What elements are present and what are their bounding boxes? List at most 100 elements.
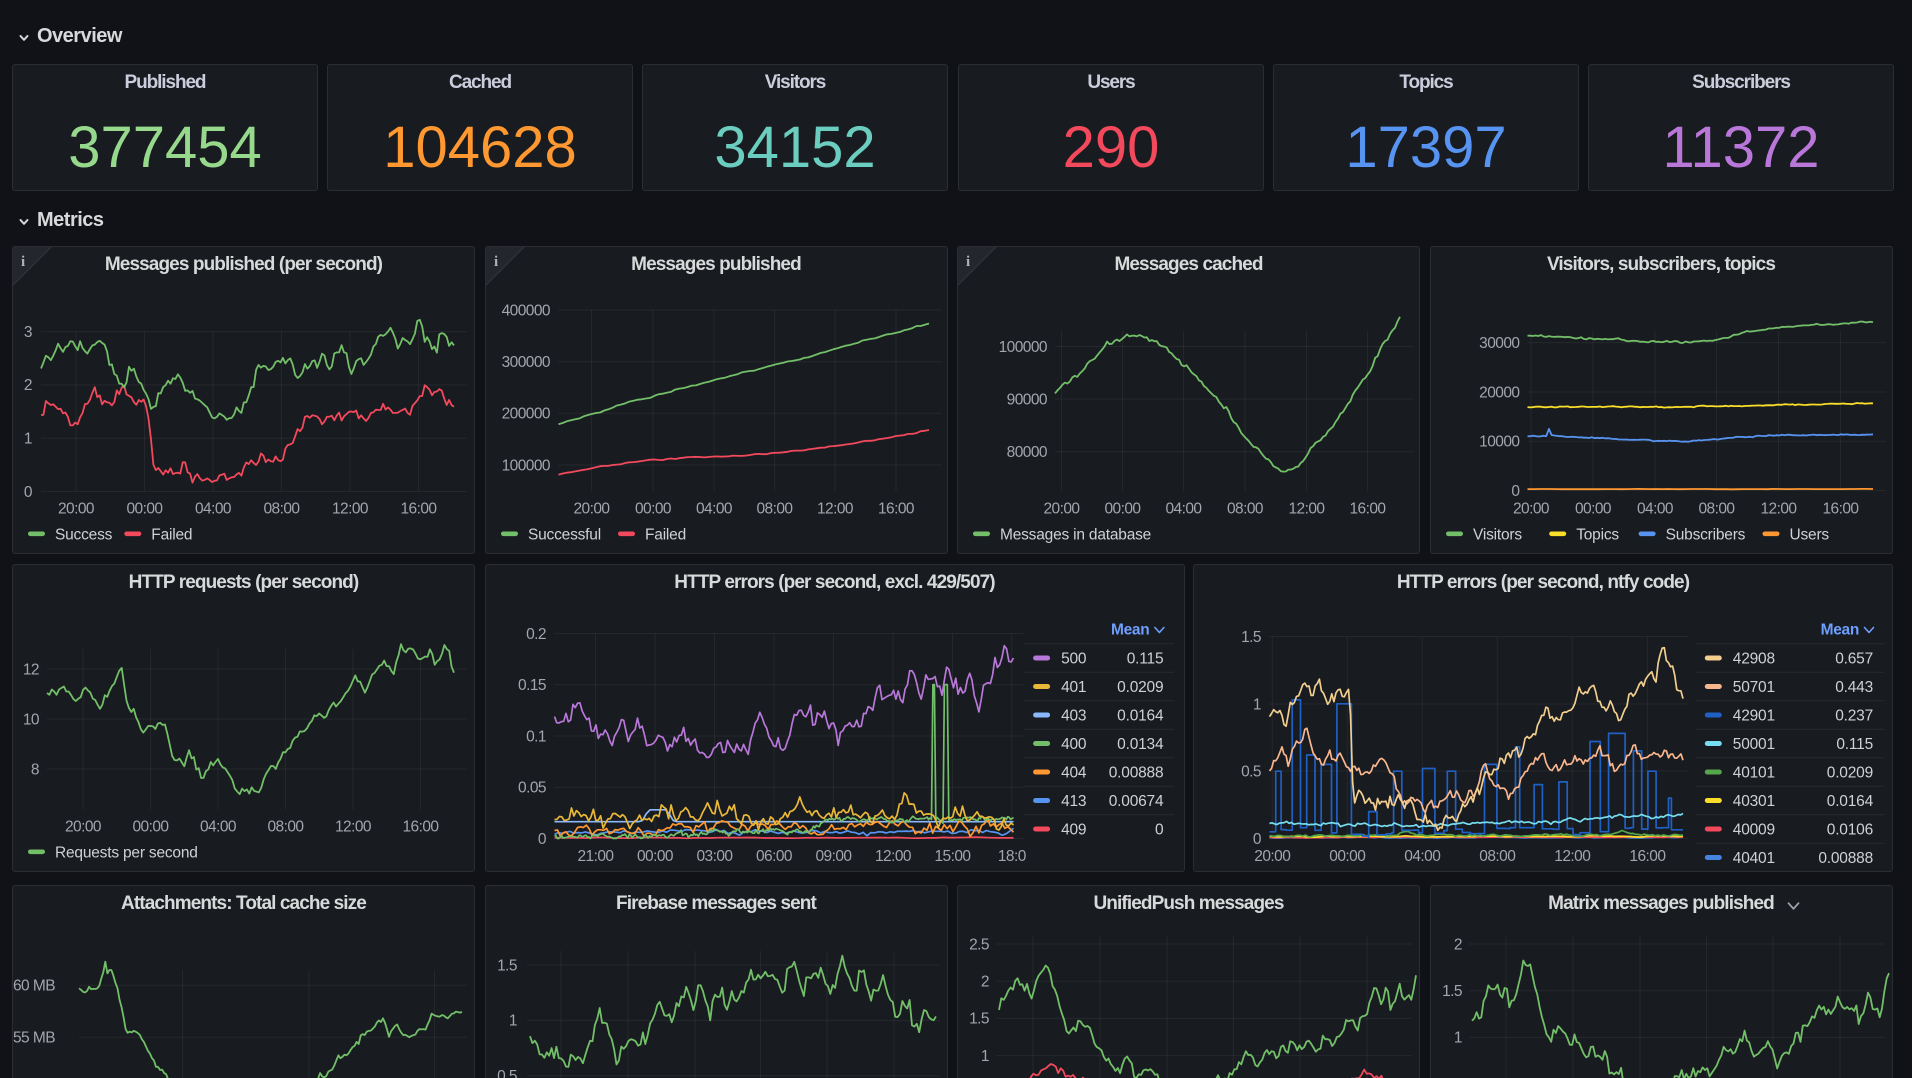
svg-text:40401: 40401 <box>1733 850 1775 867</box>
svg-text:0.0164: 0.0164 <box>1117 708 1164 725</box>
svg-text:09:00: 09:00 <box>815 848 852 865</box>
svg-text:12:00: 12:00 <box>874 848 911 865</box>
svg-text:00:00: 00:00 <box>634 501 671 518</box>
svg-text:409: 409 <box>1061 822 1086 839</box>
svg-text:50701: 50701 <box>1733 679 1775 696</box>
svg-text:08:00: 08:00 <box>1227 501 1264 518</box>
svg-text:2.5: 2.5 <box>969 936 989 953</box>
svg-text:0.0209: 0.0209 <box>1827 765 1873 782</box>
svg-text:04:00: 04:00 <box>1636 501 1673 518</box>
svg-text:12:00: 12:00 <box>1554 848 1591 865</box>
svg-text:80000: 80000 <box>1007 444 1048 461</box>
svg-text:16:00: 16:00 <box>877 501 914 518</box>
svg-text:0.237: 0.237 <box>1835 708 1873 725</box>
svg-text:Successful: Successful <box>528 526 601 543</box>
svg-text:0.1: 0.1 <box>526 728 546 745</box>
svg-text:08:00: 08:00 <box>1698 501 1735 518</box>
svg-text:1: 1 <box>981 1048 989 1065</box>
svg-text:0.00888: 0.00888 <box>1818 850 1873 867</box>
svg-text:42901: 42901 <box>1733 708 1775 725</box>
svg-text:100000: 100000 <box>999 339 1048 356</box>
svg-text:i: i <box>494 254 498 270</box>
svg-text:i: i <box>21 254 25 270</box>
svg-text:2: 2 <box>24 377 32 394</box>
svg-text:10: 10 <box>23 711 40 728</box>
svg-text:20000: 20000 <box>1479 384 1520 401</box>
svg-text:Mean: Mean <box>1110 622 1148 639</box>
svg-text:16:00: 16:00 <box>400 501 437 518</box>
svg-text:0.00674: 0.00674 <box>1108 793 1163 810</box>
svg-text:0.5: 0.5 <box>497 1068 517 1078</box>
svg-text:0.0106: 0.0106 <box>1827 822 1873 839</box>
svg-text:12:00: 12:00 <box>332 501 369 518</box>
svg-text:40009: 40009 <box>1733 822 1775 839</box>
svg-text:12:00: 12:00 <box>1288 501 1325 518</box>
svg-text:15:00: 15:00 <box>934 848 971 865</box>
svg-text:0.0134: 0.0134 <box>1117 736 1164 753</box>
svg-text:21:00: 21:00 <box>577 848 614 865</box>
svg-text:Users: Users <box>1789 526 1829 543</box>
svg-text:04:00: 04:00 <box>1404 848 1441 865</box>
svg-text:30000: 30000 <box>1479 335 1520 352</box>
svg-text:Subscribers: Subscribers <box>1665 526 1745 543</box>
svg-text:00:00: 00:00 <box>636 848 673 865</box>
svg-text:1.5: 1.5 <box>1442 983 1462 1000</box>
svg-text:20:00: 20:00 <box>58 501 95 518</box>
svg-text:90000: 90000 <box>1007 391 1048 408</box>
svg-text:20:00: 20:00 <box>65 819 102 836</box>
svg-text:04:00: 04:00 <box>1165 501 1202 518</box>
svg-text:Mean: Mean <box>1821 622 1859 639</box>
svg-text:00:00: 00:00 <box>132 819 169 836</box>
svg-text:1: 1 <box>508 1013 516 1030</box>
svg-text:0.15: 0.15 <box>518 677 546 694</box>
svg-text:20:00: 20:00 <box>1512 501 1549 518</box>
svg-text:Topics: Topics <box>1576 526 1619 543</box>
svg-text:0: 0 <box>1511 483 1520 500</box>
svg-text:20:00: 20:00 <box>1043 501 1080 518</box>
svg-text:12:00: 12:00 <box>1760 501 1797 518</box>
svg-text:200000: 200000 <box>501 406 550 423</box>
svg-text:60 MB: 60 MB <box>13 978 55 995</box>
svg-text:404: 404 <box>1061 765 1087 782</box>
svg-text:1: 1 <box>1253 696 1261 713</box>
svg-text:55 MB: 55 MB <box>13 1030 55 1047</box>
svg-text:40101: 40101 <box>1733 765 1775 782</box>
svg-text:08:00: 08:00 <box>1479 848 1516 865</box>
svg-text:0: 0 <box>537 831 546 848</box>
svg-text:0.00888: 0.00888 <box>1108 765 1163 782</box>
svg-text:300000: 300000 <box>501 354 550 371</box>
svg-text:1: 1 <box>24 431 32 448</box>
svg-text:16:00: 16:00 <box>1349 501 1386 518</box>
svg-text:Requests per second: Requests per second <box>55 844 198 861</box>
svg-text:00:00: 00:00 <box>1574 501 1611 518</box>
svg-text:20:00: 20:00 <box>573 501 610 518</box>
svg-text:Messages in database: Messages in database <box>1000 526 1151 543</box>
svg-text:0.443: 0.443 <box>1835 679 1873 696</box>
svg-text:03:00: 03:00 <box>696 848 733 865</box>
svg-text:08:00: 08:00 <box>756 501 793 518</box>
svg-text:16:00: 16:00 <box>1629 848 1666 865</box>
svg-text:1.5: 1.5 <box>1241 629 1261 646</box>
svg-text:0.0164: 0.0164 <box>1827 793 1874 810</box>
svg-text:20:00: 20:00 <box>1254 848 1291 865</box>
svg-text:2: 2 <box>981 974 989 991</box>
svg-text:0.115: 0.115 <box>1836 736 1873 753</box>
svg-text:18:0: 18:0 <box>997 848 1026 865</box>
svg-text:403: 403 <box>1061 708 1086 725</box>
svg-text:1.5: 1.5 <box>969 1011 989 1028</box>
svg-text:Success: Success <box>55 526 113 543</box>
svg-text:401: 401 <box>1061 679 1086 696</box>
svg-text:500: 500 <box>1061 651 1087 668</box>
svg-text:0.2: 0.2 <box>526 626 546 643</box>
svg-text:50001: 50001 <box>1733 736 1775 753</box>
svg-text:16:00: 16:00 <box>1822 501 1859 518</box>
svg-text:2: 2 <box>1453 936 1461 953</box>
svg-text:400: 400 <box>1061 736 1087 753</box>
svg-text:0: 0 <box>1154 822 1163 839</box>
svg-text:0.5: 0.5 <box>1442 1076 1462 1078</box>
svg-text:04:00: 04:00 <box>695 501 732 518</box>
svg-text:42908: 42908 <box>1733 651 1775 668</box>
svg-text:0.05: 0.05 <box>518 780 546 797</box>
svg-text:i: i <box>966 254 970 270</box>
svg-text:8: 8 <box>31 761 39 778</box>
